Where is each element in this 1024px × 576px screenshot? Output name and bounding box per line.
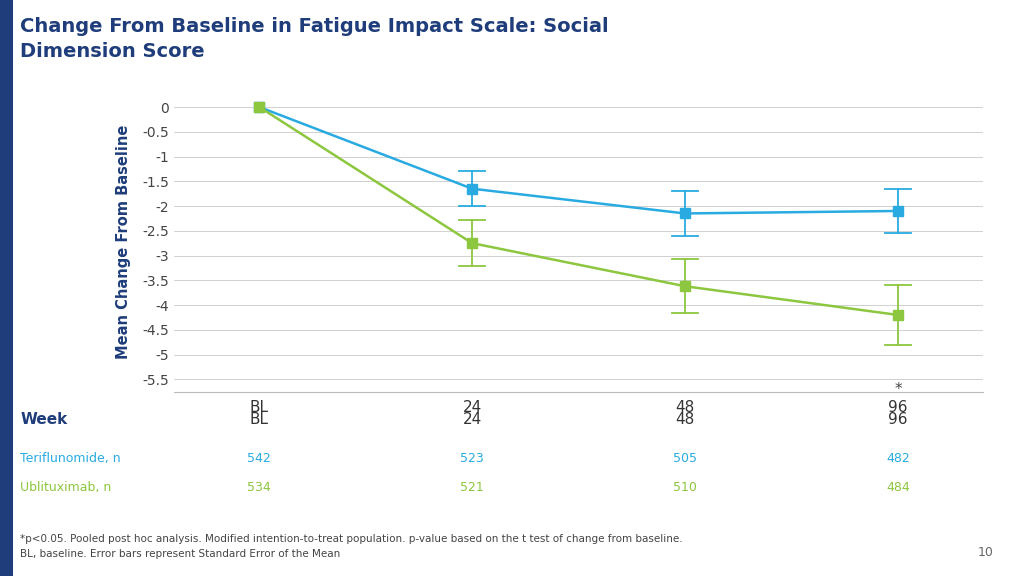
Text: 505: 505 — [673, 452, 697, 465]
Text: BL, baseline. Error bars represent Standard Error of the Mean: BL, baseline. Error bars represent Stand… — [20, 549, 341, 559]
Text: Teriflunomide, n: Teriflunomide, n — [20, 452, 121, 465]
Text: 521: 521 — [460, 481, 484, 494]
Text: BL: BL — [250, 412, 268, 427]
Text: 484: 484 — [886, 481, 909, 494]
Text: 482: 482 — [886, 452, 909, 465]
Text: 96: 96 — [888, 412, 907, 427]
Y-axis label: Mean Change From Baseline: Mean Change From Baseline — [117, 125, 131, 359]
Text: 24: 24 — [463, 412, 481, 427]
Text: *p<0.05. Pooled post hoc analysis. Modified intention-to-treat population. p-val: *p<0.05. Pooled post hoc analysis. Modif… — [20, 535, 683, 544]
Text: 542: 542 — [248, 452, 271, 465]
Text: 534: 534 — [248, 481, 271, 494]
Text: Change From Baseline in Fatigue Impact Scale: Social
Dimension Score: Change From Baseline in Fatigue Impact S… — [20, 17, 609, 60]
Text: Ublituximab, n: Ublituximab, n — [20, 481, 112, 494]
Text: 10: 10 — [977, 545, 993, 559]
Text: Week: Week — [20, 412, 68, 427]
Text: 510: 510 — [673, 481, 697, 494]
Text: 523: 523 — [460, 452, 484, 465]
Text: 48: 48 — [676, 412, 694, 427]
Text: *: * — [894, 382, 902, 397]
